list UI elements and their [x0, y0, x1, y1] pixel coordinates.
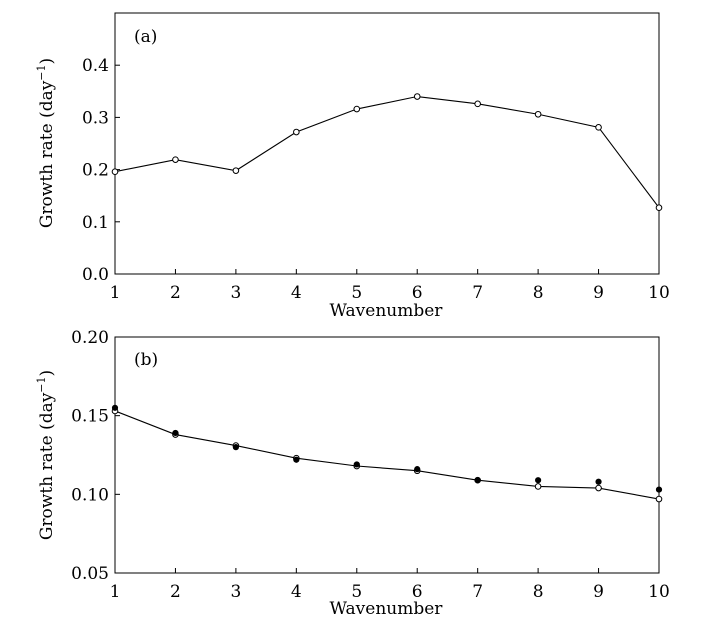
panel-b-x-tick-label-7: 8 [533, 582, 544, 602]
panel-b: (b) 0.05 0.10 0.15 0.20 1 2 3 4 5 6 7 8 9 10 Wavenum… [35, 328, 670, 619]
panel-b-x-tick-label-9: 10 [648, 582, 670, 602]
panel-a-x-tick-label-7: 8 [533, 283, 544, 303]
panel-b-y-axis-title-exponent: −1 [35, 376, 48, 392]
panel-b-x-tick-label-5: 6 [412, 582, 423, 602]
panel-a-y-ticks: 0.0 0.1 0.2 0.3 0.4 [82, 56, 120, 285]
panel-a-series [111, 93, 663, 212]
panel-a-y-tick-label-1: 0.1 [82, 213, 109, 233]
panel-b-open-circles-point-8 [534, 483, 542, 490]
panel-b-filled-dots-point-2 [172, 429, 179, 437]
panel-b-filled-dots-point-9 [595, 478, 602, 485]
panel-a-x-tick-label-8: 9 [593, 283, 604, 303]
panel-b-x-tick-label-6: 7 [472, 582, 483, 602]
panel-b-y-ticks: 0.05 0.10 0.15 0.20 [71, 328, 120, 584]
panel-b-filled-dots-point-1 [111, 404, 119, 411]
panel-b-y-tick-label-1: 0.10 [71, 485, 109, 505]
panel-a-x-tick-label-4: 5 [351, 283, 362, 303]
panel-b-open-circles-point-10 [655, 495, 663, 503]
panel-b-series [111, 404, 663, 503]
panel-b-plot-frame [114, 336, 660, 574]
panel-b-y-tick-label-2: 0.15 [71, 407, 109, 427]
panel-b-filled-dots-point-7 [474, 477, 481, 484]
panel-b-y-tick-label-0: 0.05 [71, 564, 109, 584]
panel-a-growth-rate-line [114, 95, 660, 209]
panel-a-label: (a) [134, 27, 157, 47]
panel-a-x-tick-label-5: 6 [412, 283, 423, 303]
panel-a-growth-rate-point-9 [595, 124, 602, 131]
panel-b-filled-dots-point-6 [414, 466, 421, 473]
panel-a-plot-frame [114, 12, 660, 275]
panel-a-x-tick-label-3: 4 [291, 283, 302, 303]
panel-a-y-tick-label-0: 0.0 [82, 265, 109, 285]
panel-b-filled-dots-point-4 [293, 456, 300, 463]
panel-b-filled-dots-point-3 [232, 444, 239, 451]
panel-b-x-tick-label-2: 3 [230, 582, 241, 602]
panel-a-y-axis-title-exponent: −1 [35, 64, 48, 80]
panel-a-y-tick-label-2: 0.2 [82, 161, 109, 181]
panel-a-growth-rate-point-7 [474, 100, 481, 108]
panel-b-x-tick-label-1: 2 [170, 582, 181, 602]
panel-a-growth-rate-point-2 [172, 156, 179, 163]
panel-a-growth-rate-point-10 [655, 204, 663, 212]
panel-b-x-tick-label-0: 1 [110, 582, 121, 602]
panel-b-x-ticks: 1 2 3 4 5 6 7 8 9 10 [110, 568, 670, 602]
panel-b-filled-dots-point-5 [353, 461, 360, 468]
panel-a-y-axis-title-close: ) [37, 58, 57, 65]
panel-b-x-tick-label-3: 4 [291, 582, 302, 602]
panel-a-x-tick-label-6: 7 [472, 283, 483, 303]
panel-a-x-tick-label-0: 1 [110, 283, 121, 303]
panel-a-y-axis-title: Growth rate (day−1) [35, 58, 57, 228]
panel-a-x-tick-label-9: 10 [648, 283, 670, 303]
panel-a-y-tick-label-4: 0.4 [82, 56, 109, 76]
panel-b-x-tick-label-8: 9 [593, 582, 604, 602]
panel-b-filled-dots-point-10 [655, 486, 663, 493]
panel-b-x-tick-label-4: 5 [351, 582, 362, 602]
panel-b-y-tick-label-3: 0.20 [71, 328, 109, 348]
panel-a-y-axis-title-text: Growth rate (day [37, 80, 57, 228]
panel-a-x-tick-label-1: 2 [170, 283, 181, 303]
panel-a-y-tick-label-3: 0.3 [82, 108, 109, 128]
panel-a-x-tick-label-2: 3 [230, 283, 241, 303]
panel-a-growth-rate-point-8 [534, 110, 542, 118]
panel-b-y-axis-title-text: Growth rate (day [37, 392, 57, 540]
panel-b-label: (b) [134, 350, 158, 370]
panel-a-x-axis-title: Wavenumber [330, 301, 444, 321]
panel-b-y-axis-title-close: ) [37, 370, 57, 377]
panel-a-growth-rate-point-3 [232, 167, 240, 174]
panel-b-filled-dots-point-8 [535, 477, 542, 484]
panel-b-y-axis-title: Growth rate (day−1) [35, 370, 57, 540]
panel-b-open-circles-point-9 [595, 484, 602, 492]
panel-b-x-axis-title: Wavenumber [330, 599, 444, 619]
panel-a-growth-rate-point-1 [111, 168, 119, 175]
panel-a-growth-rate-point-4 [293, 128, 300, 136]
panel-a-growth-rate-point-6 [413, 93, 421, 100]
panel-a-growth-rate-point-5 [353, 105, 361, 113]
panel-b-open-circles-line [114, 410, 660, 500]
panel-a-x-ticks: 1 2 3 4 5 6 7 8 9 10 [110, 269, 670, 303]
panel-a: (a) 0.0 0.1 0.2 0.3 0.4 1 2 3 4 5 6 7 8 9 10 Wavenumb… [35, 12, 670, 321]
